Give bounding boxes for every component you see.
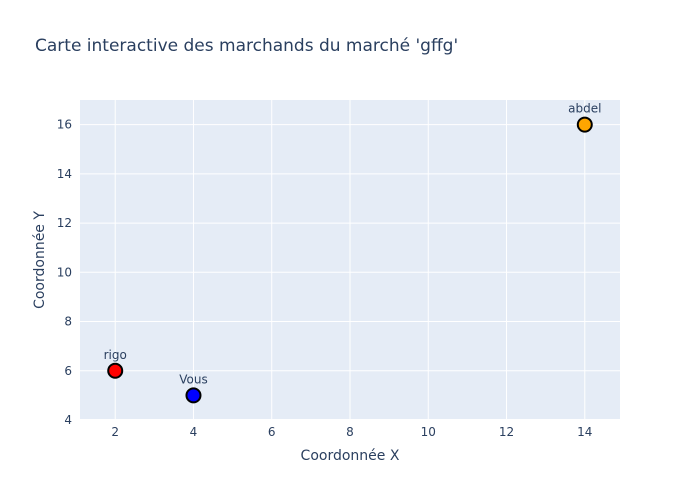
point-marker[interactable] (107, 362, 124, 379)
point-marker[interactable] (185, 387, 202, 404)
point-label: abdel (568, 102, 601, 116)
x-tick-label: 8 (346, 425, 354, 439)
point-marker[interactable] (576, 116, 593, 133)
chart-title: Carte interactive des marchands du march… (35, 36, 458, 56)
x-axis-ticks: 2 4 6 8 10 12 14 (111, 425, 592, 439)
x-tick-label: 6 (268, 425, 276, 439)
data-point-abdel[interactable]: abdel (568, 102, 601, 133)
data-points: rigo Vous abdel (104, 102, 601, 404)
data-point-vous[interactable]: Vous (179, 372, 208, 404)
y-tick-label: 16 (57, 118, 72, 132)
y-tick-label: 6 (64, 364, 72, 378)
y-tick-label: 4 (64, 413, 72, 427)
x-tick-label: 10 (421, 425, 436, 439)
y-tick-label: 12 (57, 216, 72, 230)
y-tick-label: 8 (64, 315, 72, 329)
data-point-rigo[interactable]: rigo (104, 348, 127, 379)
x-tick-label: 4 (190, 425, 198, 439)
y-tick-label: 10 (57, 265, 72, 279)
point-label: rigo (104, 348, 127, 362)
x-tick-label: 14 (577, 425, 592, 439)
y-axis-label: Coordonnée Y (32, 211, 48, 309)
grid-lines (80, 100, 620, 421)
y-axis-ticks: 4 6 8 10 12 14 16 (57, 118, 72, 427)
x-axis-label: Coordonnée X (301, 448, 400, 464)
x-tick-label: 2 (111, 425, 119, 439)
y-tick-label: 14 (57, 167, 72, 181)
x-tick-label: 12 (499, 425, 514, 439)
point-label: Vous (179, 372, 207, 386)
